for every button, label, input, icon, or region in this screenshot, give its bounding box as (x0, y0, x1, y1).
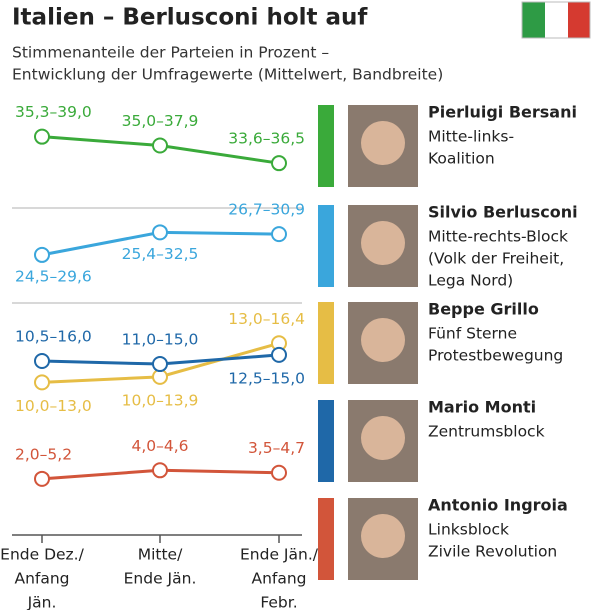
flag (521, 1, 591, 39)
data-label: 13,0–16,4 (228, 310, 305, 328)
legend-bar (318, 105, 334, 187)
data-label: 10,0–13,0 (15, 397, 92, 415)
data-label: 12,5–15,0 (228, 369, 305, 387)
x-tick-label: Febr. (260, 594, 297, 610)
legend-description: Koalition (428, 150, 495, 168)
legend-description: Mitte-links- (428, 128, 514, 146)
legend-description: Mitte-rechts-Block (428, 228, 568, 246)
legend-name: Antonio Ingroia (428, 496, 568, 515)
legend-description: Linksblock (428, 521, 509, 539)
data-point (34, 374, 50, 391)
x-tick-label: Anfang (14, 570, 69, 588)
data-point (271, 346, 287, 363)
data-label: 25,4–32,5 (122, 245, 199, 263)
legend-name: Silvio Berlusconi (428, 203, 578, 222)
x-tick-label: Ende Dez./ (0, 546, 84, 564)
legend-bar (318, 400, 334, 482)
data-label: 10,0–13,9 (122, 391, 199, 409)
portrait-face (361, 514, 405, 558)
x-tick-label: Ende Jän. (124, 570, 197, 588)
portrait-face (361, 221, 405, 265)
legend-bar (318, 498, 334, 580)
data-label: 2,0–5,2 (15, 445, 72, 463)
x-tick-label: Ende Jän./ (240, 546, 319, 564)
data-point (34, 246, 50, 263)
legend-description: Zentrumsblock (428, 423, 545, 441)
data-label: 33,6–36,5 (228, 130, 305, 148)
data-point (34, 353, 50, 369)
legend-description: Zivile Revolution (428, 543, 557, 561)
data-label: 24,5–29,6 (15, 267, 92, 285)
subtitle: Entwicklung der Umfragewerte (Mittelwert… (12, 66, 443, 84)
legend-name: Mario Monti (428, 398, 536, 417)
data-point (152, 356, 168, 373)
data-label: 26,7–30,9 (228, 201, 305, 219)
legend-description: Fünf Sterne (428, 325, 517, 343)
data-point (271, 464, 287, 481)
chart-title: Italien – Berlusconi holt auf (12, 5, 368, 31)
legend-description: Protestbewegung (428, 347, 563, 365)
legend-name: Pierluigi Bersani (428, 103, 577, 122)
data-label: 11,0–15,0 (122, 331, 199, 349)
legend-name: Beppe Grillo (428, 300, 539, 319)
x-tick-label: Mitte/ (138, 546, 183, 564)
subtitle: Stimmenanteile der Parteien in Prozent – (12, 44, 329, 62)
data-label: 3,5–4,7 (248, 439, 305, 457)
legend-description: Lega Nord) (428, 272, 513, 290)
data-point (152, 224, 168, 241)
portrait-face (361, 121, 405, 165)
data-point (34, 128, 50, 145)
data-point (271, 155, 287, 172)
legend-bar (318, 205, 334, 287)
data-label: 35,0–37,9 (122, 112, 199, 130)
x-tick-label: Jän. (27, 594, 57, 610)
x-tick-label: Anfang (251, 570, 306, 588)
portrait-face (361, 318, 405, 362)
data-point (152, 137, 168, 154)
data-label: 4,0–4,6 (131, 437, 188, 455)
data-point (152, 462, 168, 479)
portrait-face (361, 416, 405, 460)
data-point (271, 226, 287, 243)
legend-description: (Volk der Freiheit, (428, 250, 564, 268)
legend-bar (318, 302, 334, 384)
data-label: 10,5–16,0 (15, 328, 92, 346)
data-label: 35,3–39,0 (15, 103, 92, 121)
data-point (34, 470, 50, 487)
